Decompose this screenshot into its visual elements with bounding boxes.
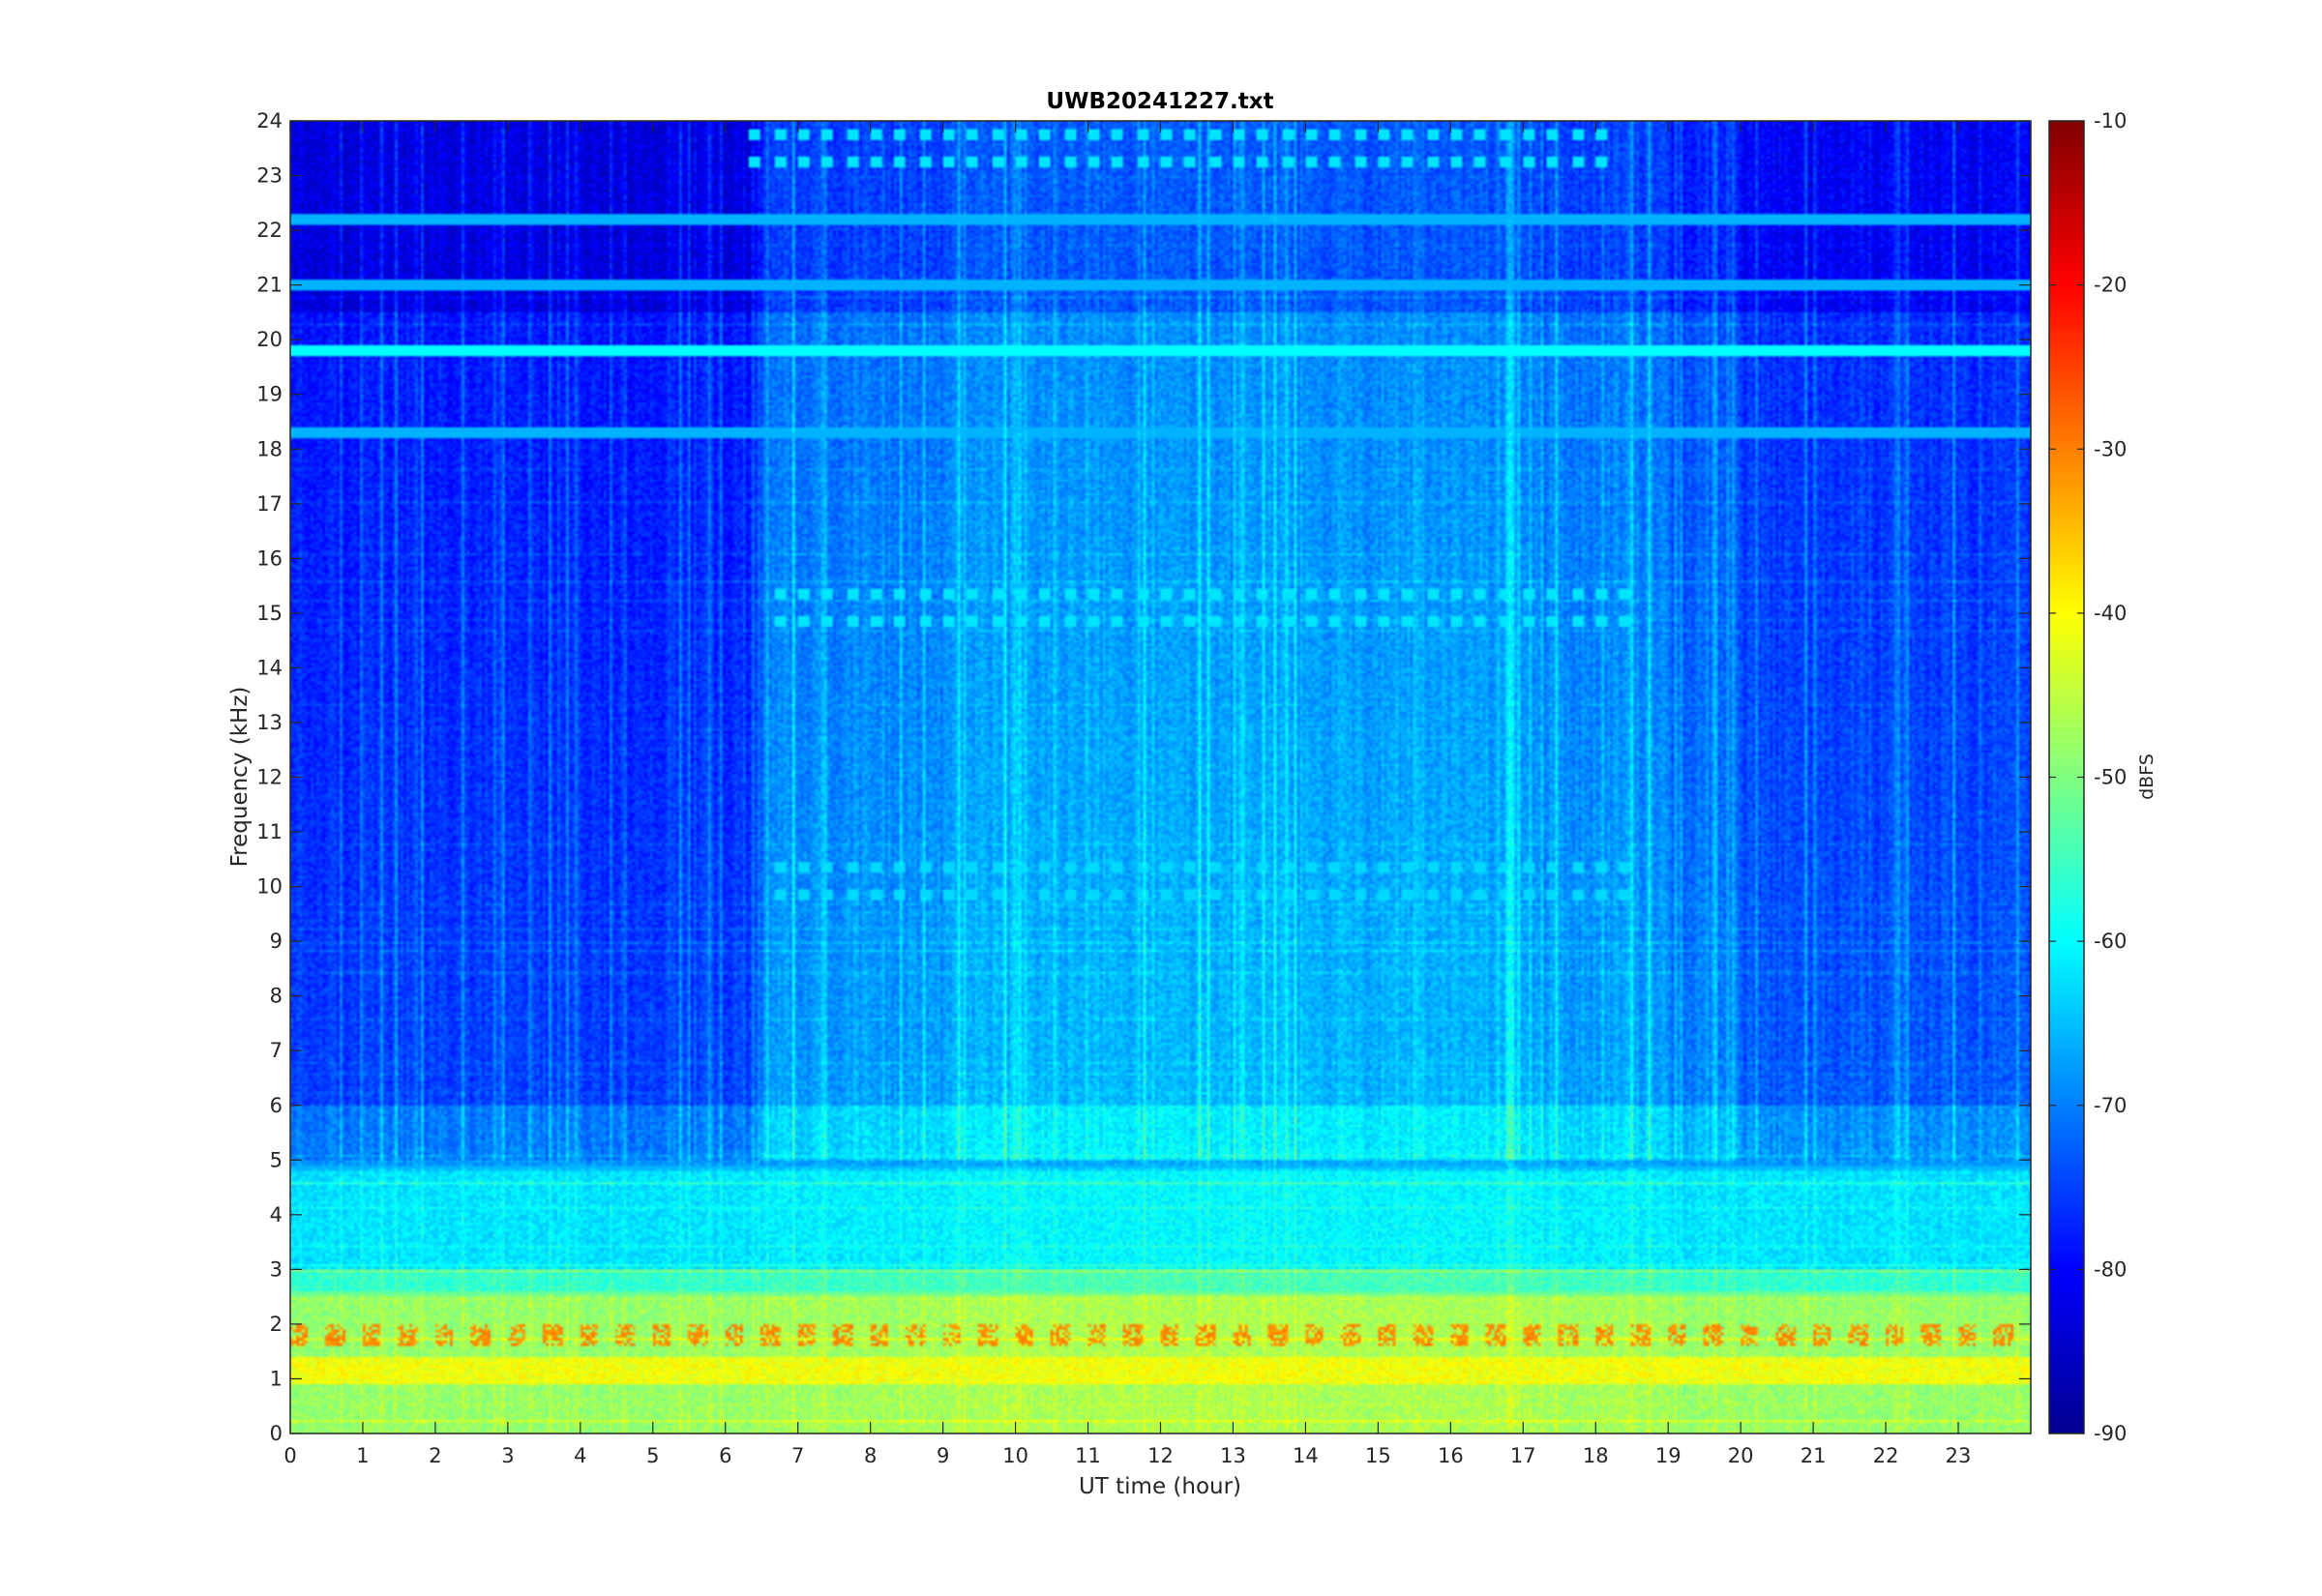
- y-tick-label: 24: [256, 109, 283, 133]
- y-tick-label: 10: [256, 875, 283, 899]
- x-tick-label: 21: [1801, 1444, 1827, 1467]
- y-tick-label: 9: [270, 930, 283, 953]
- y-tick-label: 18: [256, 437, 283, 460]
- x-tick-label: 16: [1438, 1444, 1464, 1467]
- y-tick-label: 12: [256, 766, 283, 789]
- x-tick-label: 12: [1147, 1444, 1174, 1467]
- y-tick-label: 4: [270, 1203, 283, 1227]
- colorbar-tick-label: -30: [2094, 437, 2127, 460]
- x-tick-label: 19: [1655, 1444, 1682, 1467]
- y-tick-label: 11: [256, 820, 283, 843]
- y-tick-label: 20: [256, 328, 283, 351]
- colorbar: -10 -20 -30 -40 -50 -60 -70 -80 -90 dBFS: [2048, 109, 2158, 1445]
- colorbar-tick-label: -60: [2094, 930, 2127, 953]
- x-axis: 0 1 2 3 4 5 6 7 8 9 10 11 12 13 14 15 16 17 18 19 20 21 22 23: [283, 121, 1971, 1467]
- colorbar-tick-label: -80: [2094, 1257, 2127, 1281]
- x-tick-label: 23: [1946, 1444, 1972, 1467]
- y-tick-label: 16: [256, 547, 283, 570]
- y-tick-label: 6: [270, 1094, 283, 1117]
- x-tick-label: 4: [574, 1444, 586, 1467]
- x-tick-label: 11: [1075, 1444, 1101, 1467]
- x-tick-label: 17: [1510, 1444, 1536, 1467]
- colorbar-tick-label: -50: [2094, 766, 2127, 789]
- x-tick-label: 3: [501, 1444, 514, 1467]
- x-tick-label: 2: [429, 1444, 441, 1467]
- chart-title: UWB20241227.txt: [1046, 89, 1273, 114]
- x-tick-label: 10: [1002, 1444, 1028, 1467]
- y-axis-label: Frequency (kHz): [227, 687, 253, 868]
- spectrogram-image: [290, 121, 2031, 1433]
- y-tick-label: 1: [270, 1367, 283, 1390]
- colorbar-tick-label: -90: [2094, 1422, 2127, 1445]
- x-tick-label: 9: [937, 1444, 949, 1467]
- y-tick-label: 13: [256, 711, 283, 734]
- x-tick-label: 0: [283, 1444, 296, 1467]
- x-tick-label: 15: [1365, 1444, 1391, 1467]
- y-tick-label: 19: [256, 383, 283, 406]
- y-tick-label: 0: [270, 1422, 283, 1445]
- colorbar-label: dBFS: [2136, 754, 2158, 800]
- x-tick-label: 5: [646, 1444, 659, 1467]
- x-tick-label: 6: [719, 1444, 731, 1467]
- x-tick-label: 14: [1293, 1444, 1319, 1467]
- x-tick-label: 22: [1873, 1444, 1899, 1467]
- x-tick-label: 13: [1220, 1444, 1246, 1467]
- y-tick-label: 8: [270, 985, 283, 1008]
- y-tick-label: 3: [270, 1257, 283, 1281]
- x-tick-label: 20: [1728, 1444, 1754, 1467]
- y-tick-label: 21: [256, 274, 283, 297]
- y-tick-label: 14: [256, 656, 283, 679]
- y-tick-label: 23: [256, 164, 283, 188]
- plot-area: [289, 120, 2032, 1434]
- x-tick-label: 8: [864, 1444, 877, 1467]
- y-tick-label: 22: [256, 219, 283, 242]
- y-tick-label: 2: [270, 1313, 283, 1336]
- colorbar-tick-label: -20: [2094, 274, 2127, 297]
- x-axis-label: UT time (hour): [1079, 1474, 1241, 1499]
- x-tick-label: 18: [1583, 1444, 1609, 1467]
- x-tick-label: 7: [791, 1444, 804, 1467]
- y-tick-label: 5: [270, 1148, 283, 1171]
- y-tick-label: 7: [270, 1039, 283, 1062]
- colorbar-tick-label: -10: [2094, 109, 2127, 133]
- x-tick-label: 1: [356, 1444, 369, 1467]
- colorbar-tick-label: -70: [2094, 1094, 2127, 1117]
- y-tick-label: 15: [256, 602, 283, 625]
- colorbar-tick-label: -40: [2094, 602, 2127, 625]
- y-tick-label: 17: [256, 492, 283, 516]
